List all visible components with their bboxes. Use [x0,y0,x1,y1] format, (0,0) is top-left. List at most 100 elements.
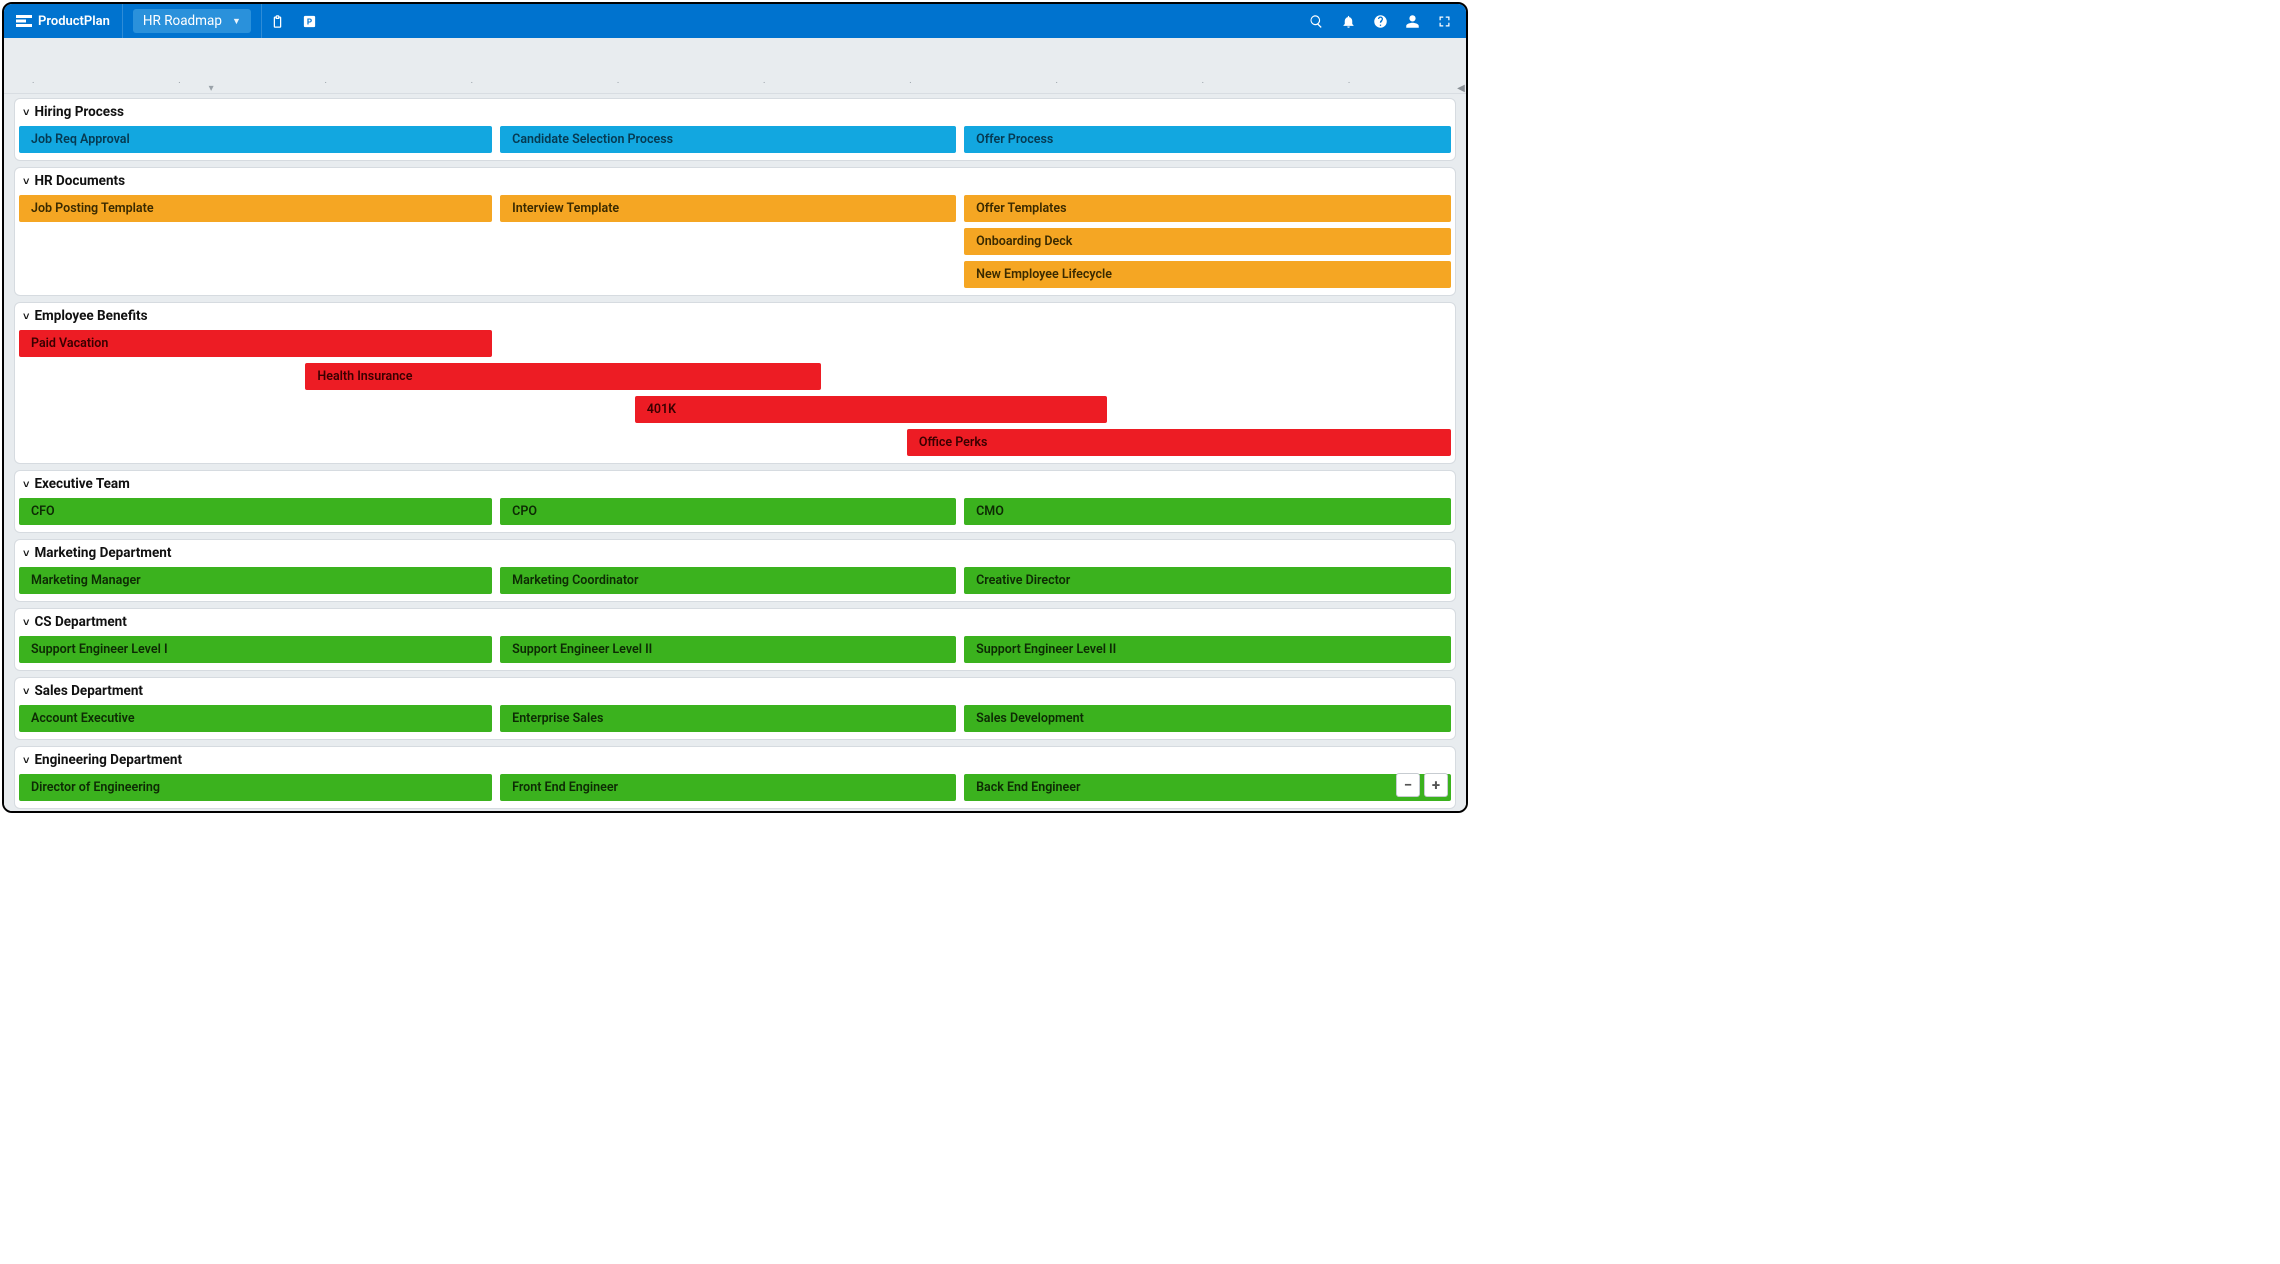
roadmap-selector-wrap: HR Roadmap ▼ [123,4,262,38]
help-button[interactable] [1364,4,1396,38]
timeline-tick: · [909,78,912,89]
help-icon [1373,14,1388,29]
notifications-button[interactable] [1332,4,1364,38]
lane-header[interactable]: ˅Sales Department [15,678,1455,703]
roadmap-bar-label: Creative Director [976,573,1070,588]
parking-icon: P [302,14,317,29]
lane-row: Job Posting Template Interview Template Of… [19,195,1451,224]
zoom-out-button[interactable]: − [1396,773,1420,797]
timeline-tick: · [471,78,474,89]
chevron-down-icon: ˅ [23,547,29,560]
chevron-down-icon: ˅ [23,310,29,323]
lane-header[interactable]: ˅Engineering Department [15,747,1455,772]
roadmap-bar-label: Front End Engineer [512,780,618,795]
lane-body: Job Req Approval Candidate Selection Proc… [15,124,1455,160]
roadmap-bar[interactable]: Enterprise Sales [500,705,955,732]
roadmap-bar[interactable]: Front End Engineer [500,774,955,801]
roadmap-bar-label: New Employee Lifecycle [976,267,1112,282]
timeline-tick: · [1348,78,1351,89]
roadmap-bar-label: Health Insurance [317,369,412,384]
roadmap-bar[interactable]: Support Engineer Level I [19,636,492,663]
lane: ˅CS DepartmentSupport Engineer Level I Su… [14,608,1456,671]
roadmap-bar-label: Support Engineer Level II [512,642,652,657]
roadmap-bar-label: Job Req Approval [31,132,130,147]
roadmap-bar[interactable]: Job Posting Template [19,195,492,222]
lane-header[interactable]: ˅CS Department [15,609,1455,634]
roadmap-bar[interactable]: Offer Templates [964,195,1451,222]
roadmap-canvas[interactable]: ˅Hiring Process Job Req Approval Candidate… [4,94,1466,811]
lane-body: Marketing Manager Marketing Coordinator Cr… [15,565,1455,601]
roadmap-bar[interactable]: Paid Vacation [19,330,492,357]
roadmap-selector-label: HR Roadmap [143,13,222,29]
clipboard-button[interactable] [262,4,294,38]
brand-icon [16,15,32,27]
roadmap-bar[interactable]: 401K [635,396,1108,423]
zoom-control: −+ [1396,773,1448,797]
lane-title: CS Department [34,614,126,630]
account-button[interactable] [1396,4,1428,38]
roadmap-bar[interactable]: Office Perks [907,429,1451,456]
roadmap-bar-label: Candidate Selection Process [512,132,673,147]
lane-header[interactable]: ˅Marketing Department [15,540,1455,565]
roadmap-selector[interactable]: HR Roadmap ▼ [133,9,251,33]
roadmap-bar-label: CFO [31,504,55,519]
lane: ˅Sales DepartmentAccount Executive Enterp… [14,677,1456,740]
roadmap-bar-label: Offer Process [976,132,1053,147]
timeline-tick: · [1055,78,1058,89]
lane: ˅Executive Team CFO CPO CMO [14,470,1456,533]
roadmap-bar[interactable]: Director of Engineering [19,774,492,801]
timeline-tick: · [324,78,327,89]
lane-body: Account Executive Enterprise Sales Sales D… [15,703,1455,739]
chevron-down-icon: ˅ [23,175,29,188]
roadmap-bar[interactable]: CPO [500,498,955,525]
lane-row: New Employee Lifecycle [19,261,1451,290]
lane-header[interactable]: ˅Hiring Process [15,99,1455,124]
roadmap-bar[interactable]: CMO [964,498,1451,525]
lane: ˅Engineering DepartmentDirector of Engin… [14,746,1456,809]
lane-header[interactable]: ˅ HR Documents [15,168,1455,193]
zoom-in-button[interactable]: + [1424,773,1448,797]
roadmap-bar-label: Office Perks [919,435,988,450]
fullscreen-button[interactable] [1428,4,1460,38]
roadmap-bar[interactable]: New Employee Lifecycle [964,261,1451,288]
roadmap-bar[interactable]: Health Insurance [305,363,821,390]
roadmap-bar[interactable]: Onboarding Deck [964,228,1451,255]
search-button[interactable] [1300,4,1332,38]
roadmap-bar[interactable]: Job Req Approval [19,126,492,153]
roadmap-bar[interactable]: CFO [19,498,492,525]
roadmap-bar[interactable]: Marketing Manager [19,567,492,594]
parking-lot-button[interactable]: P [294,4,326,38]
roadmap-bar-label: Support Engineer Level II [976,642,1116,657]
lane-header[interactable]: ˅Executive Team [15,471,1455,496]
lane: ˅ HR Documents Job Posting Template Intervi… [14,167,1456,296]
lane-body: Director of Engineering Front End Enginee… [15,772,1455,808]
roadmap-bar-label: CMO [976,504,1004,519]
timeline-caret-icon[interactable]: ▾ [209,83,214,94]
roadmap-bar[interactable]: Support Engineer Level II [500,636,955,663]
roadmap-bar[interactable]: Marketing Coordinator [500,567,955,594]
chevron-down-icon: ˅ [23,754,29,767]
roadmap-bar[interactable]: Candidate Selection Process [500,126,955,153]
roadmap-bar[interactable]: Interview Template [500,195,955,222]
lane-row: Account Executive Enterprise Sales Sales D… [19,705,1451,734]
app-frame: ProductPlan HR Roadmap ▼ P [2,2,1468,813]
lane-title: HR Documents [34,173,125,189]
lane-title: Executive Team [34,476,129,492]
lane-row: Paid Vacation [19,330,1451,359]
roadmap-bar-label: Marketing Coordinator [512,573,638,588]
roadmap-bar[interactable]: Offer Process [964,126,1451,153]
chevron-down-icon: ▼ [232,16,241,27]
lane-header[interactable]: ˅Employee Benefits [15,303,1455,328]
roadmap-bar[interactable]: Account Executive [19,705,492,732]
brand[interactable]: ProductPlan [4,4,123,38]
timeline-tick: · [178,78,181,89]
roadmap-bar-label: Director of Engineering [31,780,160,795]
roadmap-bar[interactable]: Support Engineer Level II [964,636,1451,663]
user-icon [1405,14,1420,29]
roadmap-bar[interactable]: Creative Director [964,567,1451,594]
roadmap-bar-label: Sales Development [976,711,1084,726]
roadmap-bar[interactable]: Back End Engineer [964,774,1451,801]
brand-name: ProductPlan [38,14,110,29]
roadmap-bar[interactable]: Sales Development [964,705,1451,732]
roadmap-bar-label: Interview Template [512,201,619,216]
